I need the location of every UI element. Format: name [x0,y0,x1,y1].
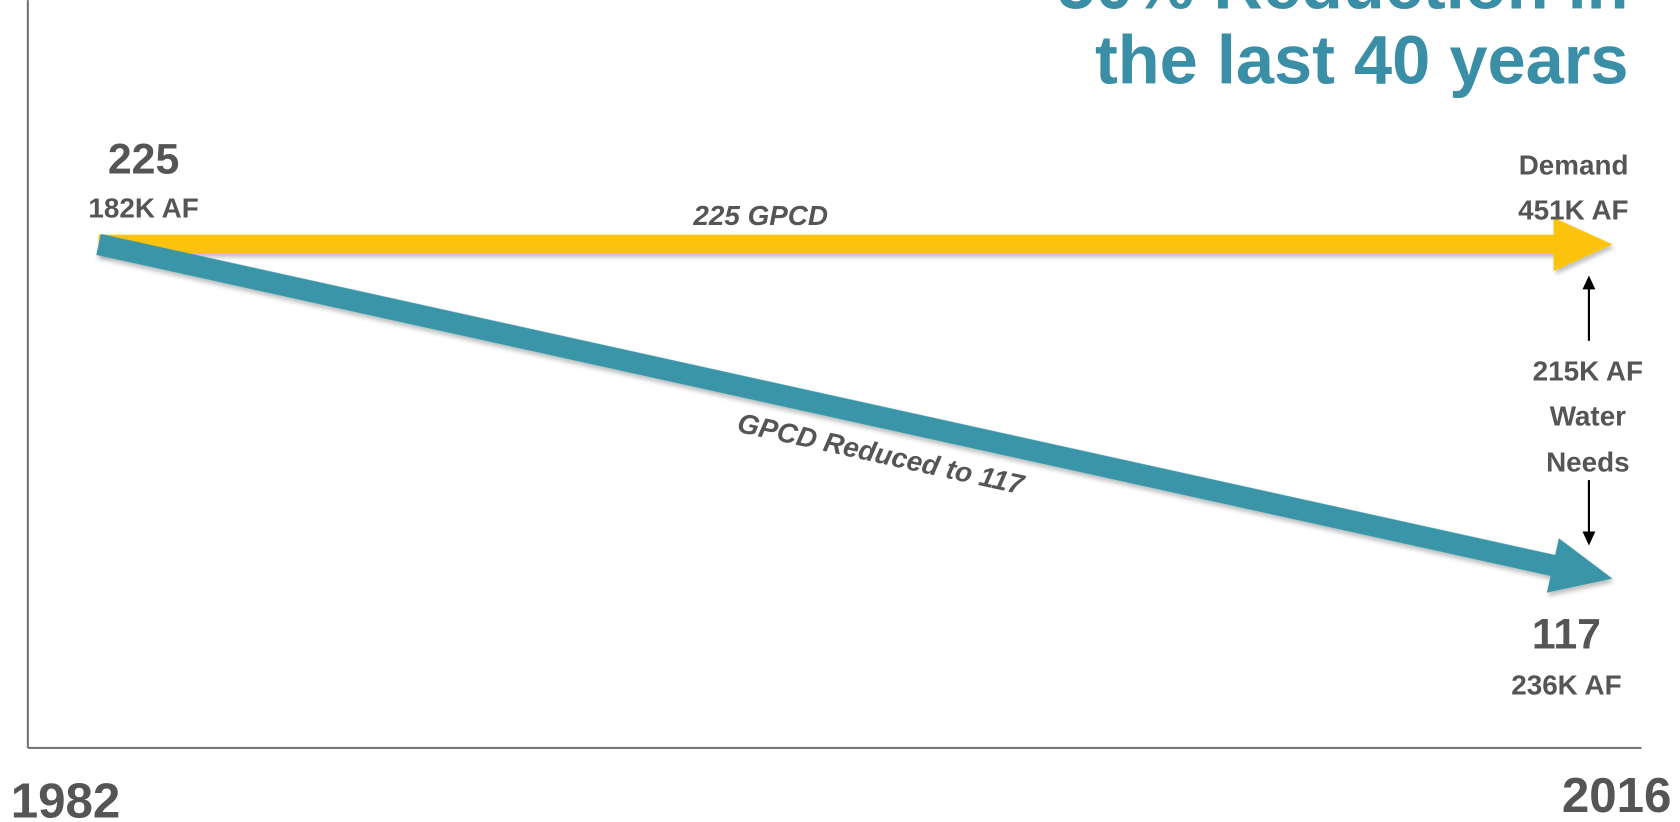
gap-arrow-head [1582,275,1596,290]
demand-label: Demand [1519,150,1629,181]
baseline-label: 225 GPCD [692,200,828,231]
gap-arrow-head [1582,531,1596,546]
title-line: the last 40 years [1095,22,1629,99]
end-demand: 451K AF [1518,195,1628,226]
end-actual: 236K AF [1511,669,1621,700]
gap-text: Needs [1546,447,1630,478]
start-year: 1982 [11,774,121,822]
title-line: 50% Reduction in [1057,0,1628,24]
gap-text: Water [1550,400,1626,431]
reduced-arrow [96,233,1613,593]
end-year: 2016 [1562,768,1672,822]
baseline-arrow [98,217,1613,272]
start-demand: 182K AF [88,193,198,224]
gap-text: 215K AF [1533,355,1643,386]
end-gpcd: 117 [1532,610,1601,658]
start-gpcd: 225 [108,136,179,184]
